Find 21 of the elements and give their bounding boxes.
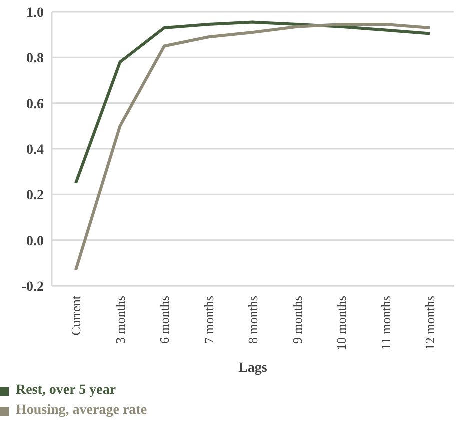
y-tick-label: 0.6 bbox=[26, 97, 44, 112]
x-tick-label: 8 months bbox=[246, 296, 260, 344]
x-tick-label: Current bbox=[68, 296, 84, 336]
line-series bbox=[74, 20, 432, 185]
x-tick-label: 3 months bbox=[112, 296, 128, 344]
y-tick-label: 1.0 bbox=[26, 6, 44, 21]
line-series bbox=[74, 23, 432, 272]
x-tick-label: 7 months bbox=[201, 296, 216, 344]
y-tick-label: 0.0 bbox=[26, 234, 44, 250]
x-tick-label: 12 months bbox=[422, 296, 438, 351]
x-axis-title: Lags bbox=[238, 361, 268, 376]
y-tick-label: 0.8 bbox=[26, 52, 44, 67]
legend-label: Housing, average rate bbox=[16, 403, 148, 419]
legend-label: Rest, over 5 year bbox=[16, 383, 116, 399]
y-tick-label: -0.2 bbox=[22, 280, 44, 295]
x-tick-label: 11 months bbox=[378, 296, 394, 350]
x-tick-label: 9 months bbox=[290, 296, 305, 344]
y-tick-label: 0.4 bbox=[26, 142, 44, 158]
y-tick-label: 0.2 bbox=[26, 188, 44, 204]
x-tick-label: 10 months bbox=[334, 296, 349, 351]
x-tick-label: 6 months bbox=[157, 296, 172, 344]
